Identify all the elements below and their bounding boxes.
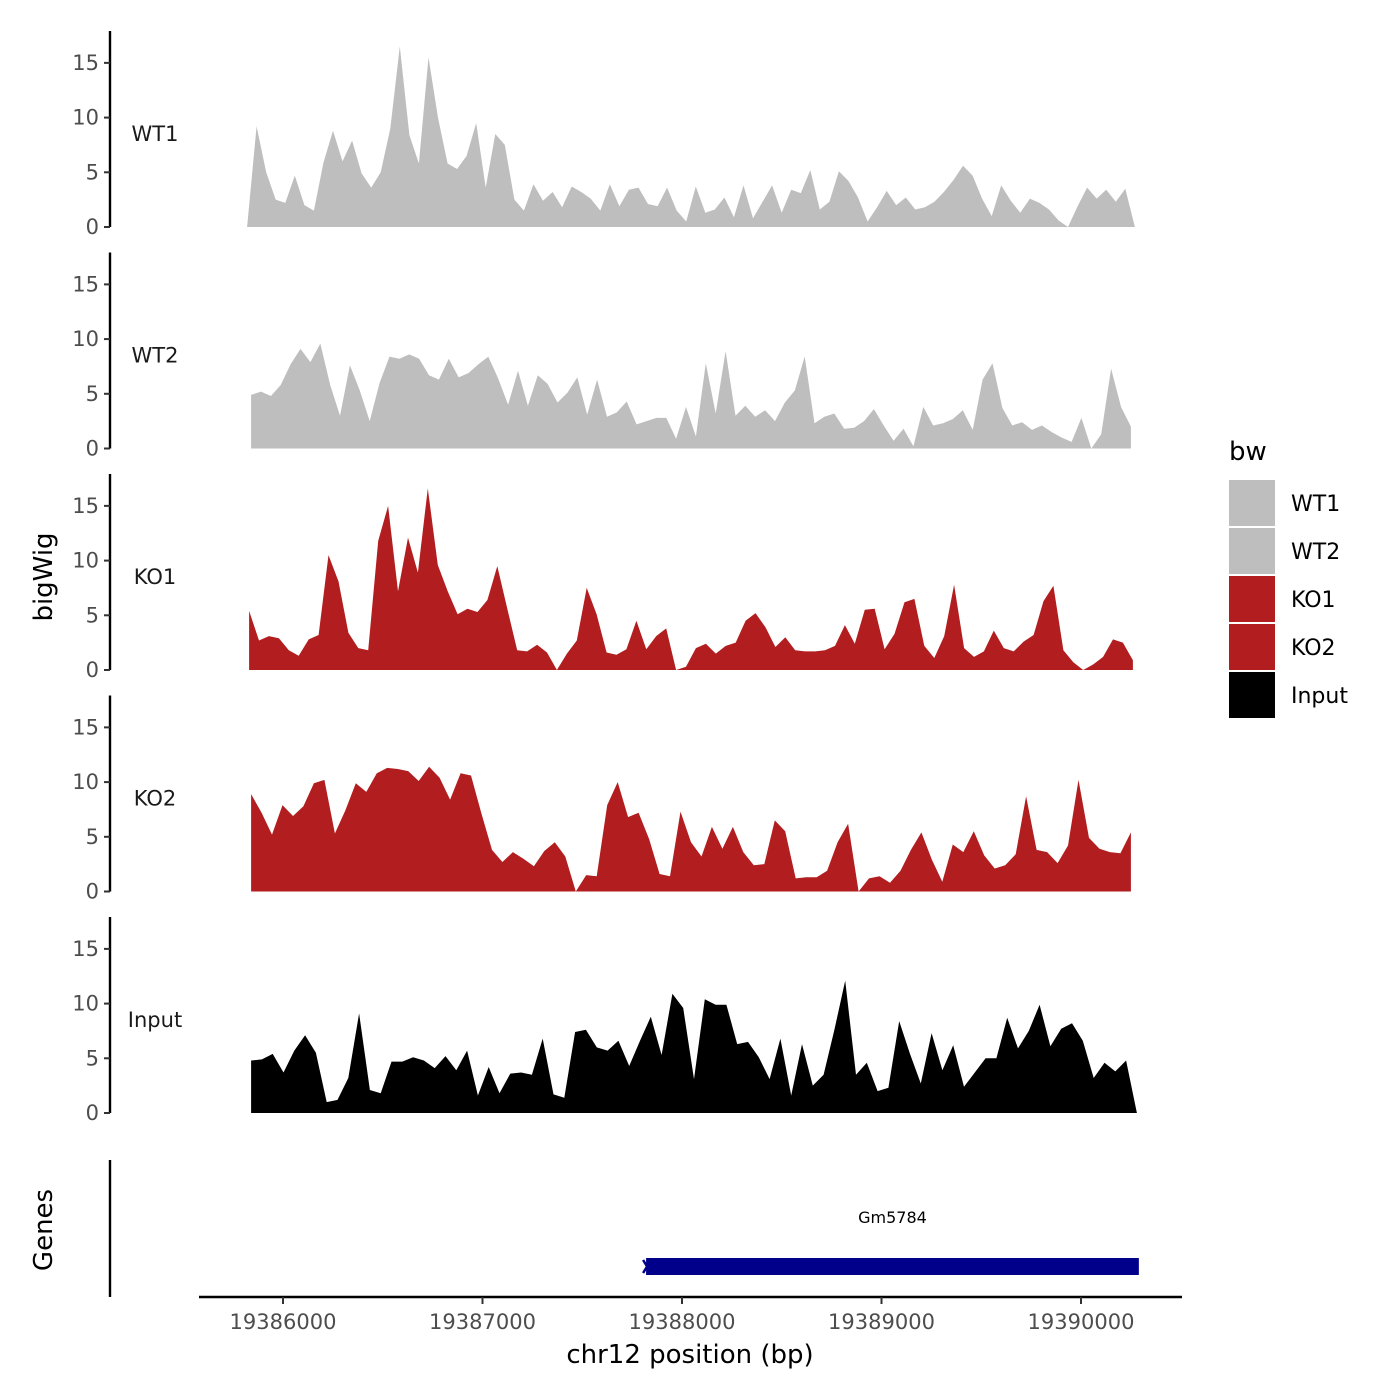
y-tick-label: 15	[72, 51, 99, 75]
legend-label: KO1	[1291, 588, 1336, 613]
track-label: WT1	[132, 122, 179, 146]
y-tick-label: 5	[86, 382, 99, 406]
x-axis: 19386000 19387000 19388000 19389000 19390000	[199, 1295, 1182, 1334]
y-tick-label: 0	[86, 215, 99, 239]
y-tick-label: 10	[72, 770, 99, 794]
gene-panel: Gm5784	[108, 1160, 1139, 1297]
y-tick-label: 10	[72, 327, 99, 351]
area-KO2	[251, 766, 1131, 892]
x-tick-label: 19390000	[1028, 1310, 1135, 1334]
legend: WT1 WT2 KO1 KO2 Input	[1229, 480, 1348, 718]
y-axis-title: bigWig	[29, 532, 59, 621]
area-Input	[251, 980, 1137, 1113]
y-tick-label: 0	[86, 658, 99, 682]
legend-swatch	[1229, 624, 1275, 670]
y-tick-label: 10	[72, 106, 99, 130]
y-tick-label: 15	[72, 272, 99, 296]
track-label: WT2	[132, 344, 179, 368]
legend-item-Input: Input	[1229, 672, 1348, 718]
y-tick-label: 0	[86, 880, 99, 904]
gene-label: Gm5784	[858, 1208, 927, 1227]
gene-strand-mark	[642, 1259, 653, 1274]
y-tick-label: 0	[86, 1101, 99, 1125]
track-label: KO1	[134, 565, 177, 589]
y-tick-label: 15	[72, 715, 99, 739]
legend-item-KO1: KO1	[1229, 576, 1336, 622]
x-tick-label: 19388000	[629, 1310, 736, 1334]
y-tick-label: 5	[86, 1046, 99, 1070]
legend-item-WT2: WT2	[1229, 528, 1340, 574]
y-tick-label: 10	[72, 549, 99, 573]
legend-title: bw	[1229, 437, 1267, 467]
legend-item-WT1: WT1	[1229, 480, 1340, 526]
track-panel-KO2: 0 5 10 15 KO2	[72, 695, 1131, 904]
y-tick-label: 5	[86, 825, 99, 849]
track-label: KO2	[134, 787, 177, 811]
area-WT1	[247, 46, 1135, 227]
legend-swatch	[1229, 672, 1275, 718]
gene-body	[646, 1258, 1139, 1275]
legend-label: WT1	[1291, 492, 1340, 517]
y-tick-label: 5	[86, 603, 99, 627]
y-tick-label: 5	[86, 160, 99, 184]
legend-swatch	[1229, 576, 1275, 622]
y-tick-label: 10	[72, 992, 99, 1016]
track-panel-WT2: 0 5 10 15 WT2	[72, 252, 1131, 461]
genes-axis-title: Genes	[29, 1189, 59, 1271]
legend-item-KO2: KO2	[1229, 624, 1336, 670]
legend-swatch	[1229, 528, 1275, 574]
x-tick-label: 19389000	[828, 1310, 935, 1334]
legend-label: KO2	[1291, 636, 1336, 661]
legend-label: Input	[1291, 684, 1348, 709]
legend-label: WT2	[1291, 540, 1340, 565]
track-panel-WT1: 0 5 10 15 WT1	[72, 31, 1135, 239]
y-tick-label: 15	[72, 937, 99, 961]
track-panels: 0 5 10 15 WT1 0 5 10 15 WT2 0 5 10 15 KO1 0 5 10 15 KO2 0 5 10…	[72, 31, 1137, 1125]
legend-swatch	[1229, 480, 1275, 526]
area-WT2	[251, 343, 1131, 449]
track-label: Input	[128, 1008, 182, 1032]
x-tick-label: 19386000	[230, 1310, 337, 1334]
track-panel-Input: 0 5 10 15 Input	[72, 917, 1137, 1125]
x-tick-label: 19387000	[429, 1310, 536, 1334]
track-panel-KO1: 0 5 10 15 KO1	[72, 474, 1133, 682]
y-tick-label: 15	[72, 494, 99, 518]
y-tick-label: 0	[86, 437, 99, 461]
x-axis-title: chr12 position (bp)	[566, 1340, 813, 1370]
area-KO1	[249, 488, 1133, 670]
